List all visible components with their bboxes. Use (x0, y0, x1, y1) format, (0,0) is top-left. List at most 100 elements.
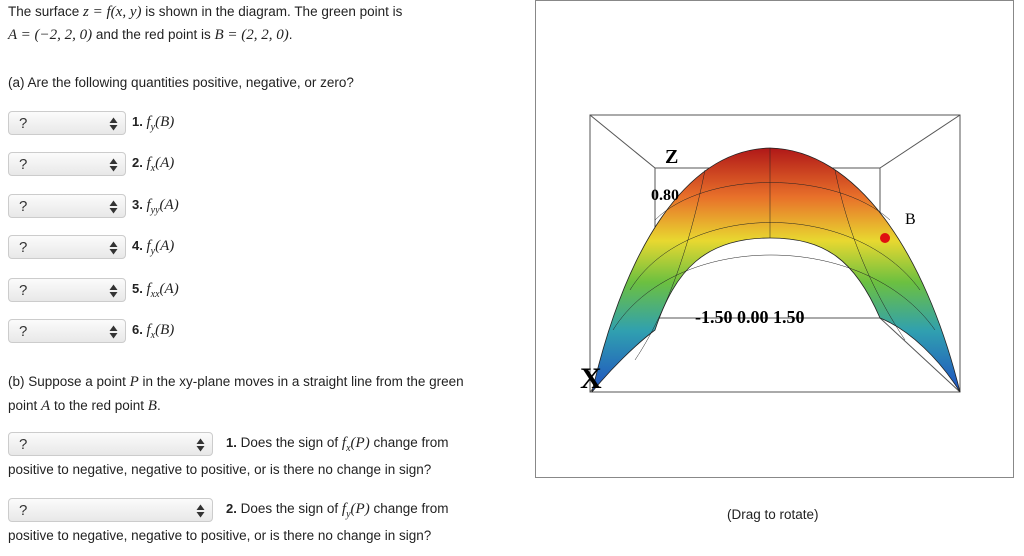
text: . (156, 398, 161, 413)
dropdown[interactable]: ? (8, 498, 213, 522)
z-tick-label: 0.80 (651, 187, 679, 204)
function: f (341, 501, 347, 517)
dropdown[interactable]: ? (8, 432, 213, 456)
x-axis-label: X (580, 362, 602, 395)
question-number: 1. (226, 435, 237, 450)
dropdown[interactable]: ? (8, 278, 126, 302)
subscript: xx (150, 289, 160, 300)
question-line-1: 2. Does the sign of fy(P) change from (226, 501, 448, 520)
dropdown-value: ? (19, 436, 28, 453)
item-number: 5. (132, 281, 143, 296)
item-label: 1. fy(B) (132, 114, 174, 133)
subscript: x (150, 163, 156, 174)
dropdown-value: ? (19, 198, 28, 215)
text: . (288, 27, 293, 42)
function: f (146, 322, 151, 338)
select-arrows (196, 504, 205, 518)
text: change from (369, 501, 449, 516)
item-label: 6. fx(B) (132, 322, 174, 341)
item-label: 2. fx(A) (132, 155, 174, 174)
text: in the xy-plane moves in a straight line… (138, 374, 464, 389)
item-number: 2. (132, 155, 143, 170)
math: fyy(A) (146, 197, 179, 216)
select-arrows (109, 158, 118, 172)
select-arrows (109, 117, 118, 131)
part-a-prompt: (a) Are the following quantities positiv… (8, 75, 354, 90)
subscript: x (346, 443, 351, 454)
subscript: yy (150, 205, 160, 216)
select-arrows (109, 241, 118, 255)
z-axis-label: Z (665, 146, 678, 168)
function: f (146, 238, 151, 254)
item-number: 1. (132, 114, 143, 129)
function: f (146, 114, 151, 130)
text: Does the sign of (236, 501, 342, 516)
frame (535, 0, 1014, 478)
item-number: 6. (132, 322, 143, 337)
argument: (A) (155, 155, 175, 171)
math: fy(A) (146, 238, 175, 257)
surface (591, 147, 961, 393)
argument: (A) (155, 238, 175, 254)
intro-line-2: A = (−2, 2, 0) and the red point is B = … (8, 27, 293, 44)
subscript: y (346, 509, 351, 520)
dropdown[interactable]: ? (8, 235, 126, 259)
point-label: B (905, 211, 916, 228)
text: is shown in the diagram. The green point… (141, 4, 403, 19)
dropdown[interactable]: ? (8, 194, 126, 218)
math: fy(P) (341, 501, 370, 520)
function: f (146, 281, 151, 297)
argument: (P) (350, 435, 370, 451)
y-tick-labels: -1.50 0.00 1.50 (695, 307, 805, 327)
text: (b) Suppose a point (8, 374, 130, 389)
item-label: 5. fxx(A) (132, 281, 179, 300)
argument: (B) (155, 114, 175, 130)
math: B = (2, 2, 0) (214, 27, 289, 43)
text: The surface (8, 4, 84, 19)
dropdown[interactable]: ? (8, 152, 126, 176)
dropdown-value: ? (19, 323, 28, 340)
select-arrows (109, 200, 118, 214)
math: z = f(x, y) (83, 4, 142, 20)
intro-line-1: The surface z = f(x, y) is shown in the … (8, 4, 402, 21)
text: and the red point is (92, 27, 215, 42)
question-number: 2. (226, 501, 237, 516)
math: A (41, 398, 51, 414)
math: fx(B) (146, 322, 175, 341)
item-number: 3. (132, 197, 143, 212)
math: A = (−2, 2, 0) (8, 27, 93, 43)
caption: (Drag to rotate) (727, 507, 819, 522)
question-line-2: positive to negative, negative to positi… (8, 528, 432, 543)
text: Does the sign of (236, 435, 342, 450)
dropdown-value: ? (19, 115, 28, 132)
subscript: y (150, 246, 156, 257)
surface-diagram[interactable]: Z 0.80 B -1.50 0.00 1.50 X (535, 0, 1015, 480)
dropdown[interactable]: ? (8, 111, 126, 135)
text: to the red point (50, 398, 148, 413)
point-b (880, 233, 890, 243)
argument: (P) (350, 501, 370, 517)
dropdown-value: ? (19, 502, 28, 519)
argument: (B) (155, 322, 175, 338)
math: fxx(A) (146, 281, 179, 300)
math: B (147, 398, 157, 414)
item-label: 4. fy(A) (132, 238, 174, 257)
part-b-line-1: (b) Suppose a point P in the xy-plane mo… (8, 374, 464, 391)
item-number: 4. (132, 238, 143, 253)
dropdown-value: ? (19, 156, 28, 173)
dropdown-value: ? (19, 239, 28, 256)
math: P (129, 374, 139, 390)
question-line-1: 1. Does the sign of fx(P) change from (226, 435, 448, 454)
argument: (A) (159, 197, 179, 213)
subscript: x (150, 330, 156, 341)
function: f (146, 155, 151, 171)
math: fx(A) (146, 155, 175, 174)
math: fy(B) (146, 114, 175, 133)
argument: (A) (159, 281, 179, 297)
text: change from (369, 435, 449, 450)
select-arrows (109, 284, 118, 298)
text: point (8, 398, 42, 413)
part-b-line-2: point A to the red point B. (8, 398, 161, 415)
dropdown[interactable]: ? (8, 319, 126, 343)
